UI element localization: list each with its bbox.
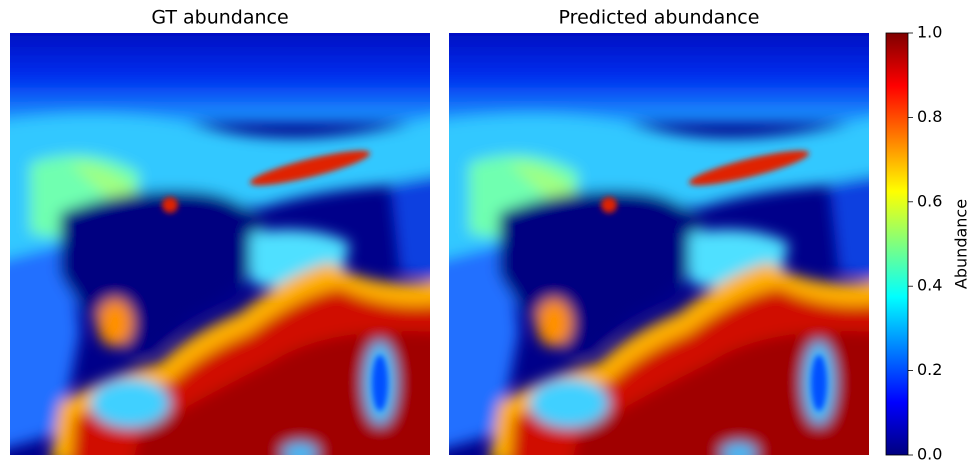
y-tick-label: 1.0 <box>917 23 942 42</box>
heatmap-gt <box>0 13 450 465</box>
y-tick-label: 0.4 <box>917 276 942 295</box>
y-tick-label: 0.0 <box>917 445 942 464</box>
panel-title: Predicted abundance <box>559 7 760 29</box>
y-tick-label: 0.8 <box>917 107 942 126</box>
colorbar <box>886 33 908 455</box>
heatmap-predicted <box>429 13 889 465</box>
panel-title: GT abundance <box>151 7 288 29</box>
y-tick-label: 0.2 <box>917 360 942 379</box>
colorbar-label: Abundance <box>952 199 971 289</box>
y-tick-label: 0.6 <box>917 191 942 210</box>
figure: GT abundance Predicted abundance Abundan… <box>0 0 974 465</box>
